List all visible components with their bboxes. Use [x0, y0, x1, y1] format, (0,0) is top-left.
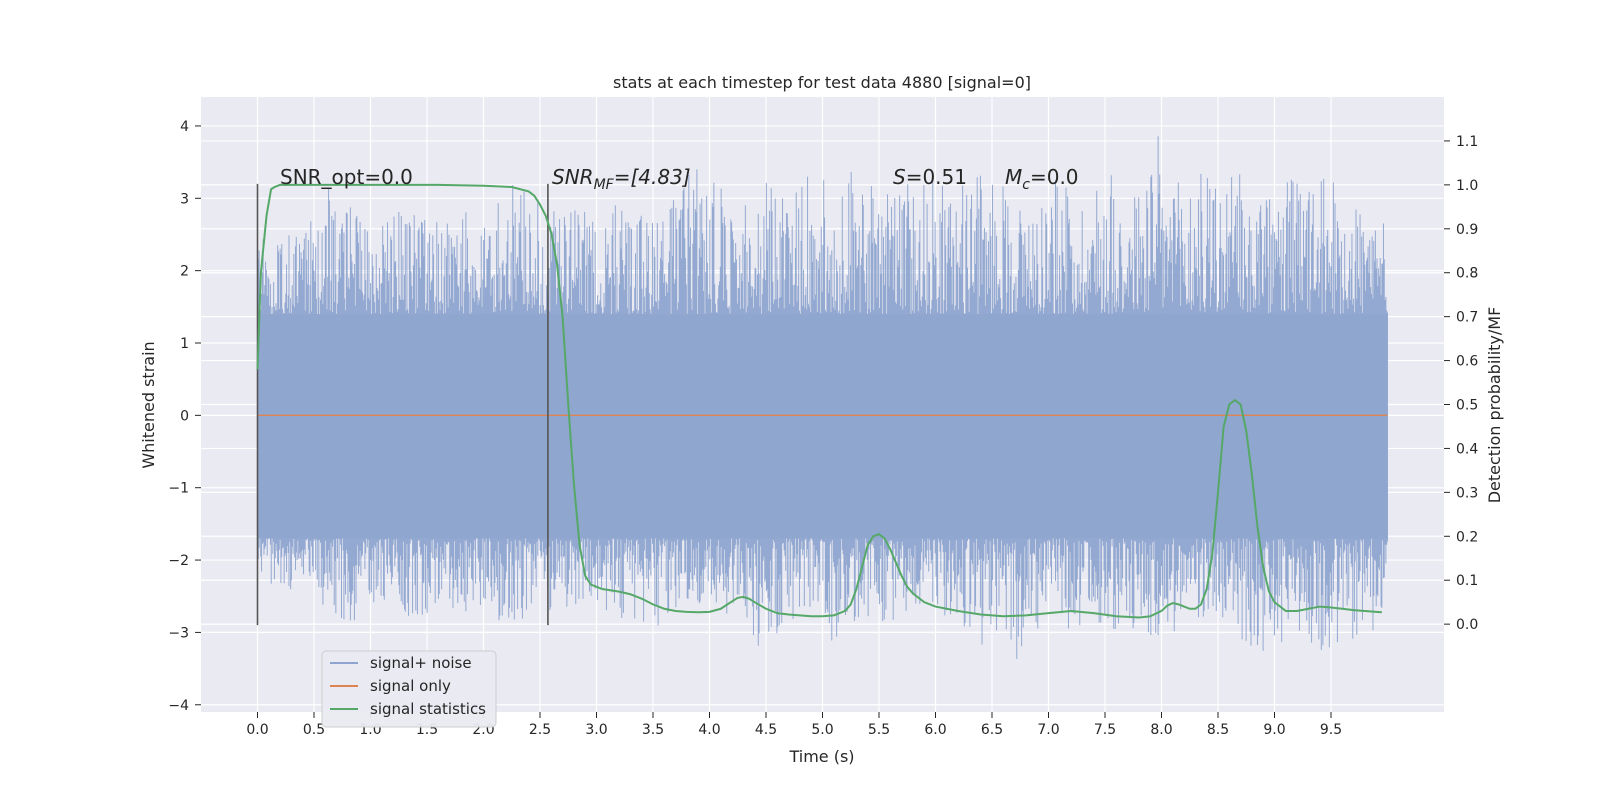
x-tick-label: 0.5 [303, 722, 325, 738]
y-axis-label: Whitened strain [139, 341, 158, 468]
chart-title: stats at each timestep for test data 488… [613, 73, 1031, 92]
y2-tick-label: 0.8 [1456, 266, 1478, 282]
x-tick-label: 8.5 [1207, 722, 1229, 738]
y2-tick-label: 0.0 [1456, 617, 1478, 633]
legend-label-stats: signal statistics [370, 700, 486, 718]
annotation-s-main: S [893, 165, 906, 189]
annotation-s-tail: =0.51 [906, 165, 967, 189]
y2-tick-label: 0.9 [1456, 222, 1478, 238]
y2-tick-label: 0.3 [1456, 485, 1478, 501]
x-tick-label: 5.0 [811, 722, 833, 738]
legend-label-signal: signal only [370, 677, 451, 695]
y2-tick-label: 0.7 [1456, 310, 1478, 326]
x-axis-label: Time (s) [788, 747, 854, 766]
x-axis-ticks: 0.0 0.5 1.0 1.5 2.0 2.5 3.0 3.5 4.0 4.5 5.0 5.5 6.0 6… [246, 712, 1342, 738]
y-tick-label: −1 [168, 481, 189, 497]
x-tick-label: 4.0 [698, 722, 720, 738]
signal-statistics-line [256, 183, 1382, 619]
x-tick-label: 6.5 [981, 722, 1003, 738]
y-tick-label: −3 [168, 625, 189, 641]
x-tick-label: 9.0 [1263, 722, 1285, 738]
y2-tick-label: 0.1 [1456, 573, 1478, 589]
y2-tick-label: 0.5 [1456, 398, 1478, 414]
x-tick-label: 4.5 [755, 722, 777, 738]
x-tick-label: 7.0 [1037, 722, 1059, 738]
annotation-mc-main: M [1005, 165, 1022, 189]
x-tick-label: 7.5 [1094, 722, 1116, 738]
y-axis-ticks: 4 3 2 1 0 −1 −2 −3 −4 [168, 119, 201, 714]
annotation-mc-tail: =0.0 [1030, 165, 1079, 189]
y2-tick-label: 0.6 [1456, 354, 1478, 370]
annotation-snr-mf-tail: =[4.83] [614, 165, 691, 189]
noise-series [257, 136, 1388, 659]
annotation-mc-sub: c [1022, 177, 1030, 193]
legend-box [321, 650, 497, 728]
legend-label-noise: signal+ noise [370, 654, 472, 672]
vertical-markers [256, 183, 549, 626]
y-tick-label: 3 [180, 191, 189, 207]
annotation-snr-mf-main: SNR [552, 165, 594, 189]
x-tick-label: 8.0 [1150, 722, 1172, 738]
x-tick-label: 0.0 [246, 722, 268, 738]
y-tick-label: 4 [180, 119, 189, 135]
annotation-snr-mf-sub: MF [594, 177, 615, 193]
x-tick-label: 6.0 [924, 722, 946, 738]
annotation-s: S=0.51 [893, 165, 967, 189]
y-tick-label: 2 [180, 264, 189, 280]
y2-axis-label: Detection probability/MF [1485, 307, 1504, 504]
y2-tick-label: 1.0 [1456, 178, 1478, 194]
y-tick-label: 0 [180, 408, 189, 424]
annotation-mc: Mc=0.0 [1005, 165, 1079, 193]
annotation-snr-mf: SNRMF=[4.83] [552, 165, 691, 193]
legend: signal+ noise signal only signal statist… [321, 650, 497, 728]
x-tick-label: 9.5 [1320, 722, 1342, 738]
y-tick-label: −4 [168, 698, 189, 714]
y2-tick-label: 0.4 [1456, 441, 1478, 457]
y2-tick-label: 1.1 [1456, 134, 1478, 150]
annotation-snr-opt: SNR_opt=0.0 [280, 165, 413, 189]
x-tick-label: 3.0 [585, 722, 607, 738]
x-tick-label: 5.5 [868, 722, 890, 738]
x-tick-label: 3.5 [642, 722, 664, 738]
x-tick-label: 2.5 [529, 722, 551, 738]
y2-axis-ticks: 1.1 1.0 0.9 0.8 0.7 0.6 0.5 0.4 0.3 0.2 0.1 0.0 [1444, 134, 1478, 633]
y2-tick-label: 0.2 [1456, 529, 1478, 545]
y-tick-label: −2 [168, 553, 189, 569]
y-tick-label: 1 [180, 336, 189, 352]
